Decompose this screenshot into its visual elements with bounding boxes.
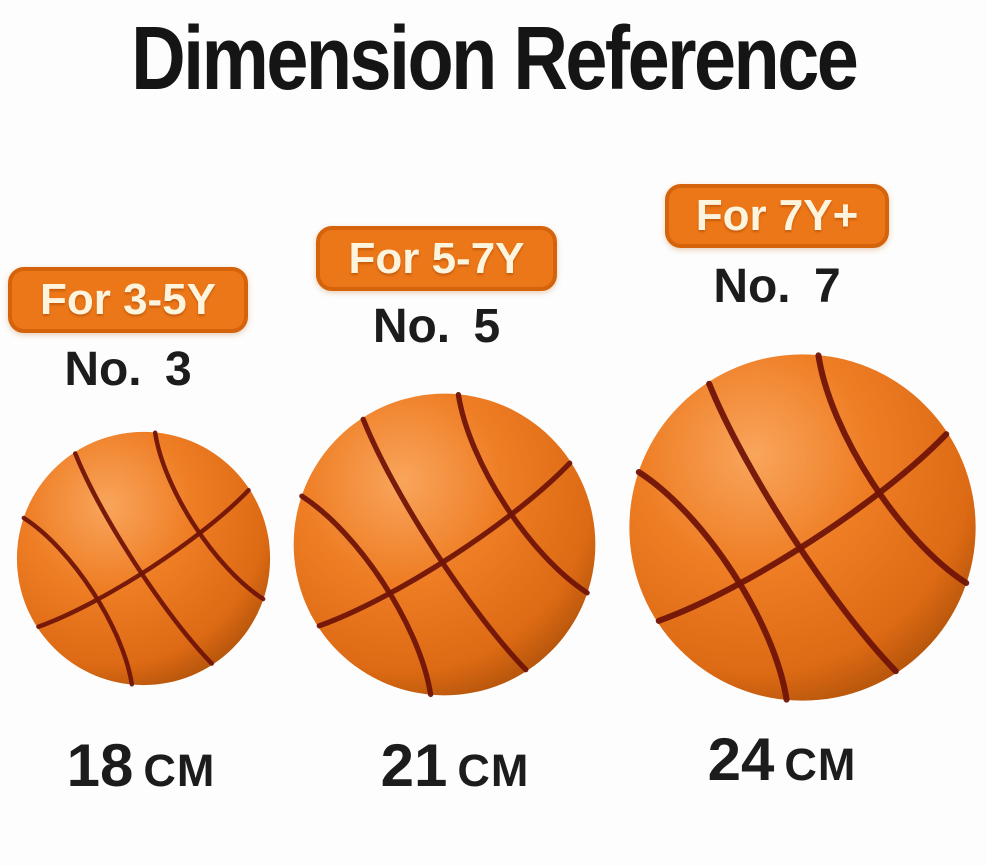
diameter-value: 24: [707, 726, 775, 793]
basketball-no5-image: [289, 389, 600, 700]
diameter-unit: CM: [457, 745, 530, 796]
basketball-no7-image: [624, 349, 981, 706]
diameter-unit: CM: [143, 745, 216, 796]
age-badge-label: For 5-7Y: [348, 233, 525, 283]
age-badge-5-7y: For 5-7Y: [316, 226, 557, 291]
ball-number-label-no3: No. 3: [64, 343, 192, 396]
diameter-label-21cm: 21 CM: [300, 736, 610, 796]
page-title: Dimension Reference: [0, 14, 987, 104]
diameter-value: 21: [380, 732, 448, 799]
age-badge-7y-plus: For 7Y+: [665, 184, 889, 248]
page-title-text: Dimension Reference: [130, 9, 859, 109]
age-badge-label: For 7Y+: [695, 191, 859, 240]
diameter-label-18cm: 18 CM: [10, 736, 272, 796]
basketball-no3-image: [13, 428, 274, 689]
age-badge-label: For 3-5Y: [39, 275, 217, 324]
age-badge-3-5y: For 3-5Y: [8, 267, 248, 333]
diameter-unit: CM: [784, 739, 857, 790]
diameter-value: 18: [66, 732, 134, 799]
ball-number-label-no5: No. 5: [372, 300, 501, 353]
diameter-label-24cm: 24 CM: [628, 730, 936, 790]
ball-number-label-no7: No. 7: [713, 260, 841, 313]
